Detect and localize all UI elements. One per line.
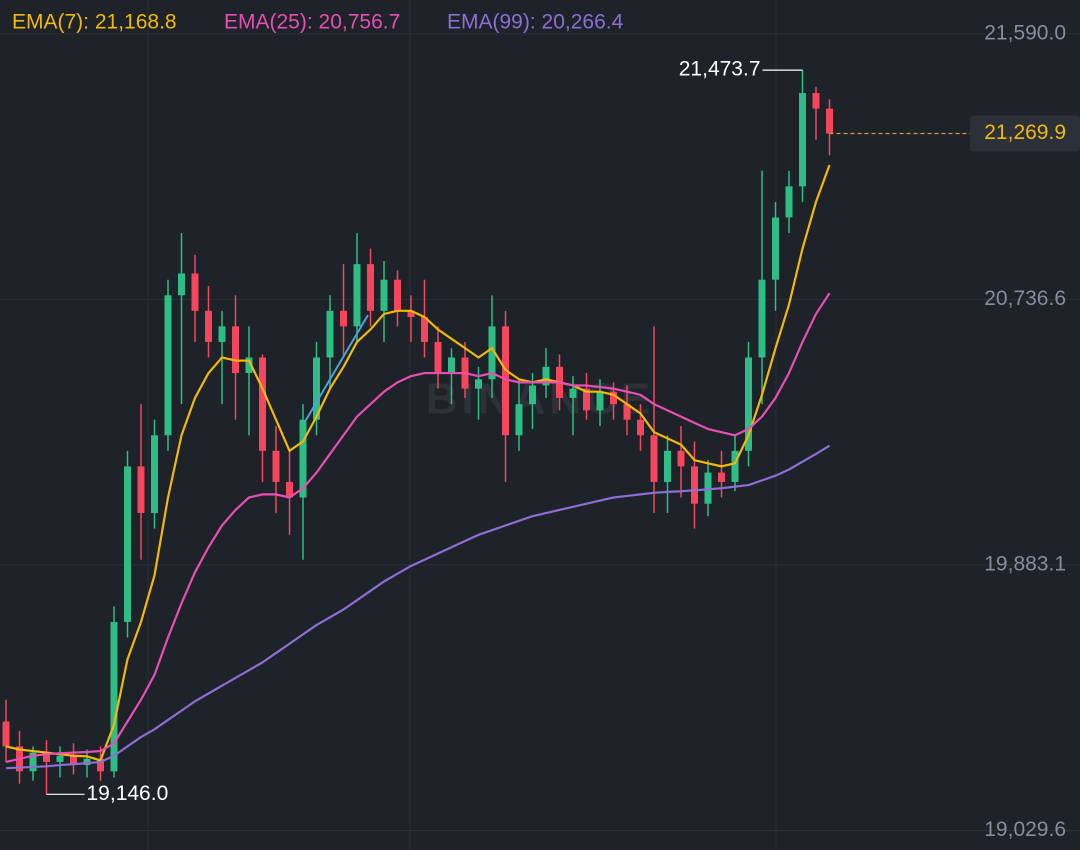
candle-body [772, 217, 779, 280]
candle-body [664, 450, 671, 482]
candle-body [596, 391, 604, 411]
candle-body [205, 310, 212, 342]
candle-body [124, 466, 131, 622]
candle-body [569, 388, 577, 398]
candle-body [799, 93, 806, 187]
candle-body [704, 472, 712, 504]
low-label: 19,146.0 [87, 782, 169, 805]
candle-body [299, 419, 307, 498]
candle-body [448, 357, 455, 374]
y-tick-label: 21,590.0 [984, 21, 1066, 44]
candle-body [43, 752, 50, 762]
last-price-box [970, 115, 1080, 152]
candle-body [83, 758, 91, 766]
candle-body [421, 317, 428, 342]
candle-body [29, 752, 37, 772]
legend-entry: EMA(99): 20,266.4 [447, 11, 624, 34]
candle-body [380, 279, 388, 311]
legend-entry: EMA(25): 20,756.7 [224, 11, 400, 34]
candle-body [434, 341, 442, 374]
candle-body [515, 404, 523, 436]
candle-body [272, 450, 280, 482]
candle-body [731, 450, 739, 482]
ema-line [5, 444, 831, 770]
legend-entry: EMA(7): 21,168.8 [12, 11, 177, 34]
candle-body [475, 379, 482, 389]
candle-body [70, 755, 77, 766]
candle-body [313, 357, 320, 420]
candle-body [245, 357, 253, 374]
candle-body [745, 357, 752, 451]
candle-body [488, 326, 496, 380]
candle-body [826, 108, 833, 134]
candle-body [367, 264, 374, 311]
candle-body [691, 466, 698, 504]
candle-body [286, 481, 293, 498]
last-price-label: 21,269.9 [984, 121, 1066, 144]
candle-body [110, 621, 118, 772]
candle-body [623, 404, 631, 420]
trend-line-drawing [305, 314, 369, 421]
candle-body [259, 357, 266, 451]
ema-line [5, 164, 831, 762]
candle-body [2, 721, 10, 747]
candle-body [394, 279, 401, 311]
candle-body [218, 326, 226, 342]
grid [0, 33, 1080, 832]
y-tick-label: 19,883.1 [984, 553, 1066, 576]
candle-body [191, 273, 199, 311]
high-label: 21,473.7 [679, 58, 761, 81]
candle-body [529, 385, 536, 405]
candle-body [785, 186, 793, 218]
candle-body [758, 279, 766, 358]
ema-line [5, 292, 831, 764]
candle-body [637, 419, 644, 436]
candle-body [340, 310, 347, 327]
candle-body [583, 388, 590, 411]
candle-body [151, 435, 158, 514]
y-tick-label: 20,736.6 [984, 287, 1066, 310]
candle-body [610, 391, 617, 405]
overlay: 21,590.0 20,736.6 19,883.1 19,029.6 EMA(7): … [12, 11, 1080, 841]
plot-area [2, 70, 833, 795]
candle-body [812, 93, 820, 109]
candle-body [502, 326, 509, 436]
candle-body [137, 466, 145, 514]
candle-body [677, 450, 685, 467]
y-tick-label: 19,029.6 [984, 818, 1066, 841]
candle-body [542, 366, 550, 386]
candle-body [97, 758, 104, 772]
candle-body [164, 295, 172, 436]
candle-body [353, 264, 361, 327]
candle-body [232, 326, 239, 374]
candle-body [56, 755, 64, 762]
candle-body [407, 310, 415, 318]
candle-body [718, 472, 725, 482]
candle-body [326, 310, 334, 358]
candle-body [178, 273, 185, 296]
candle-body [650, 435, 658, 482]
